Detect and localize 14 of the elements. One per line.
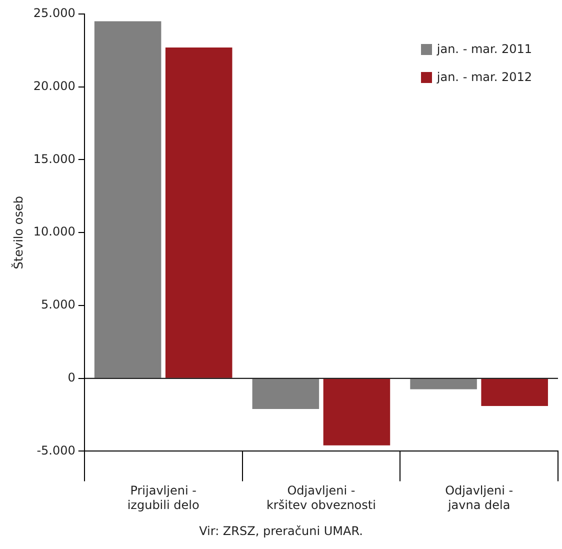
y-tick-label: 10.000 bbox=[33, 224, 76, 239]
y-tick-label: -5.000 bbox=[36, 443, 76, 458]
text: Vir: ZRSZ, preračuni UMAR. bbox=[198, 524, 364, 538]
y-tick-label: 15.000 bbox=[33, 152, 76, 166]
x-tick-label: Odjavljeni - kršitev obveznosti bbox=[266, 484, 376, 512]
y-tick-label: 5.000 bbox=[41, 298, 76, 312]
legend-label: jan. - mar. 2012 bbox=[436, 70, 532, 84]
x-tick-label: Odjavljeni - javna dela bbox=[445, 484, 514, 512]
legend-label: jan. - mar. 2011 bbox=[436, 42, 532, 56]
y-tick-label: 25.000 bbox=[33, 6, 76, 20]
x-tick-label: Prijavljeni - izgubili delo bbox=[127, 484, 200, 512]
y-axis-title: Število oseb bbox=[10, 196, 26, 270]
y-tick-label: 0 bbox=[68, 370, 76, 384]
y-tick-label: 20.000 bbox=[33, 78, 76, 93]
